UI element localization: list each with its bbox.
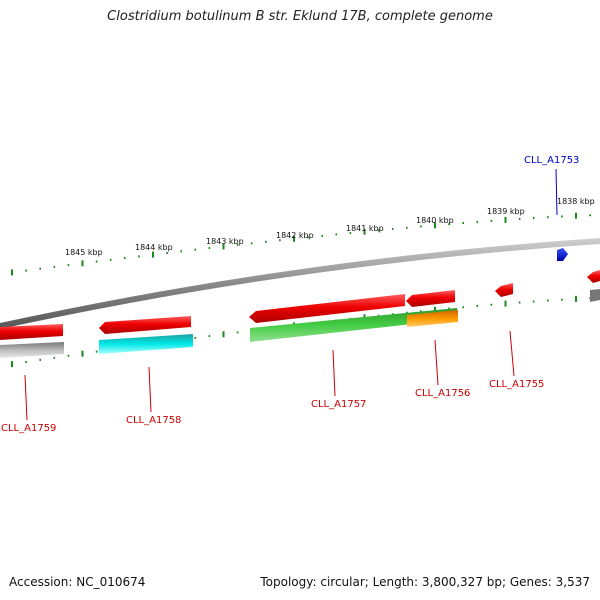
scale-label: 1843 kbp (206, 237, 244, 246)
edge-cds[interactable] (587, 270, 600, 283)
genome-backbone (0, 238, 600, 329)
gene-label-cll-a1753[interactable]: CLL_A1753 (524, 155, 579, 166)
gray-feature-right (590, 289, 600, 302)
scale-label: 1838 kbp (557, 197, 595, 206)
gray-feature-left (0, 342, 64, 358)
topology-text: Topology: circular; Length: 3,800,327 bp… (260, 575, 590, 589)
gene-cll-a1757-cds[interactable] (249, 294, 405, 323)
accession-text: Accession: NC_010674 (9, 575, 146, 589)
scale-label: 1840 kbp (416, 216, 454, 225)
cyan-feature (99, 334, 193, 354)
gene-cll-a1756-cds[interactable] (406, 290, 455, 307)
orange-feature (407, 310, 458, 327)
gene-label-cll-a1758[interactable]: CLL_A1758 (126, 415, 181, 426)
gene-cll-a1753[interactable] (555, 168, 568, 261)
gene-labels: CLL_A1753 CLL_A1755 CLL_A1756 CLL_A1757 … (1, 155, 579, 434)
scale-label: 1841 kbp (346, 224, 384, 233)
outer-scale-ring (11, 212, 591, 276)
map-title: Clostridium botulinum B str. Eklund 17B,… (107, 9, 493, 24)
scale-label: 1844 kbp (135, 243, 173, 252)
scale-label: 1845 kbp (65, 248, 103, 257)
scale-label: 1842 kbp (276, 231, 314, 240)
gene-label-cll-a1756[interactable]: CLL_A1756 (415, 388, 470, 399)
gene-label-cll-a1759[interactable]: CLL_A1759 (1, 423, 56, 434)
gene-cll-a1759-cds[interactable] (0, 324, 63, 340)
green-feature (250, 308, 457, 342)
gene-cll-a1758-cds[interactable] (99, 316, 191, 334)
annotation-features (0, 289, 600, 358)
gene-label-cll-a1757[interactable]: CLL_A1757 (311, 399, 366, 410)
scale-labels: 1845 kbp 1844 kbp 1843 kbp 1842 kbp 1841… (65, 197, 595, 257)
label-leaders (24, 330, 515, 421)
scale-label: 1839 kbp (487, 207, 525, 216)
cds-features (0, 270, 600, 340)
gene-cll-a1755-cds[interactable] (495, 283, 513, 297)
gene-label-cll-a1755[interactable]: CLL_A1755 (489, 379, 544, 390)
